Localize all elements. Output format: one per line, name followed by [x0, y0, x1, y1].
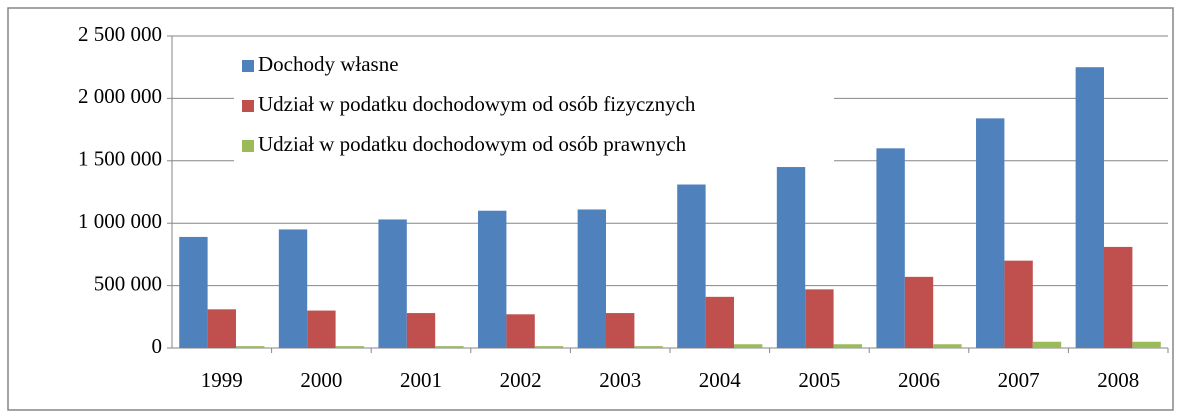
- bar: [406, 313, 436, 348]
- bar: [1104, 246, 1133, 348]
- bar: [904, 276, 934, 348]
- bar: [1132, 341, 1161, 348]
- bar: [677, 184, 706, 348]
- bar: [1032, 341, 1062, 348]
- bar: [776, 167, 806, 348]
- bar: [933, 344, 962, 348]
- bar: [805, 289, 834, 348]
- legend-label: Dochody własne: [258, 52, 399, 76]
- legend-label: Udział w podatku dochodowym od osób praw…: [258, 132, 687, 156]
- legend-swatch: [242, 60, 254, 72]
- bar: [179, 236, 208, 348]
- legend-swatch: [242, 100, 254, 112]
- bar: [976, 118, 1005, 348]
- x-tick-label: 2002: [500, 368, 542, 392]
- bar: [833, 344, 862, 348]
- bar: [876, 148, 905, 348]
- y-tick-label: 1 500 000: [78, 147, 162, 171]
- bar: [278, 229, 308, 348]
- y-tick-label: 1 000 000: [78, 209, 162, 233]
- bar: [506, 314, 535, 348]
- x-tick-label: 2005: [798, 368, 840, 392]
- y-tick-label: 2 500 000: [78, 22, 162, 46]
- bar: [577, 209, 607, 348]
- bar: [335, 346, 364, 348]
- bar: [307, 310, 336, 348]
- legend-swatch: [242, 140, 254, 152]
- bar: [378, 219, 407, 348]
- bar: [435, 346, 464, 348]
- legend-label: Udział w podatku dochodowym od osób fizy…: [258, 92, 696, 116]
- legend-background: [234, 46, 834, 166]
- bar: [606, 313, 635, 348]
- y-tick-label: 2 000 000: [78, 84, 162, 108]
- bar: [235, 346, 265, 348]
- x-tick-label: 1999: [201, 368, 243, 392]
- y-tick-label: 0: [152, 334, 163, 358]
- bar: [478, 210, 507, 348]
- x-tick-label: 2003: [599, 368, 641, 392]
- x-tick-label: 2001: [400, 368, 442, 392]
- bar: [1004, 260, 1033, 348]
- bar: [207, 309, 236, 348]
- x-tick-label: 2006: [898, 368, 940, 392]
- bar: [733, 344, 763, 348]
- x-tick-label: 2000: [300, 368, 342, 392]
- bar: [534, 346, 564, 348]
- bar: [705, 296, 734, 348]
- y-tick-label: 500 000: [94, 271, 162, 295]
- bar: [634, 346, 663, 348]
- x-tick-label: 2004: [699, 368, 742, 392]
- bar: [1075, 67, 1105, 348]
- x-tick-label: 2008: [1097, 368, 1139, 392]
- x-tick-label: 2007: [998, 368, 1040, 392]
